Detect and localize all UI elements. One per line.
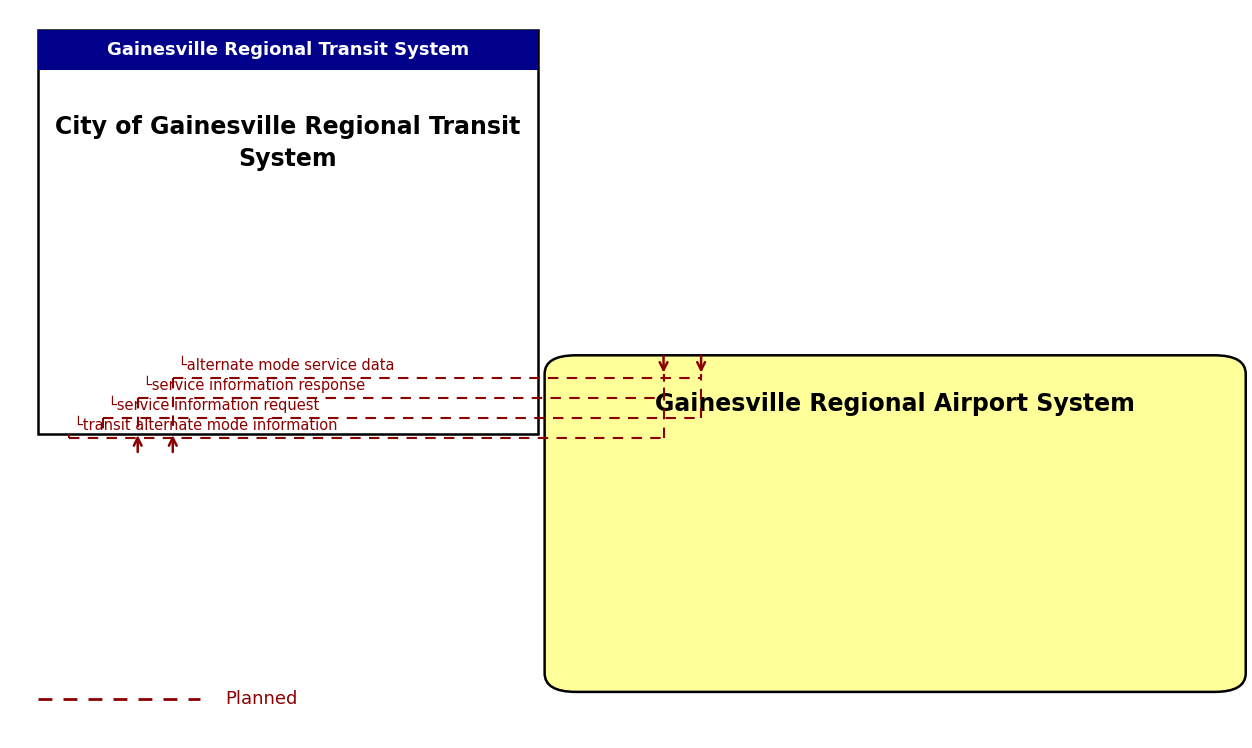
Text: City of Gainesville Regional Transit
System: City of Gainesville Regional Transit Sys… [55,115,521,171]
FancyBboxPatch shape [38,30,538,70]
Text: └service information response: └service information response [143,375,364,393]
FancyBboxPatch shape [545,355,1246,692]
Text: Gainesville Regional Transit System: Gainesville Regional Transit System [106,41,470,59]
Text: └alternate mode service data: └alternate mode service data [178,358,394,373]
Text: Gainesville Regional Airport System: Gainesville Regional Airport System [655,392,1136,416]
Text: └transit alternate mode information: └transit alternate mode information [74,418,337,433]
Text: Planned: Planned [225,690,298,708]
FancyBboxPatch shape [38,30,538,434]
Text: └service information request: └service information request [108,396,319,413]
